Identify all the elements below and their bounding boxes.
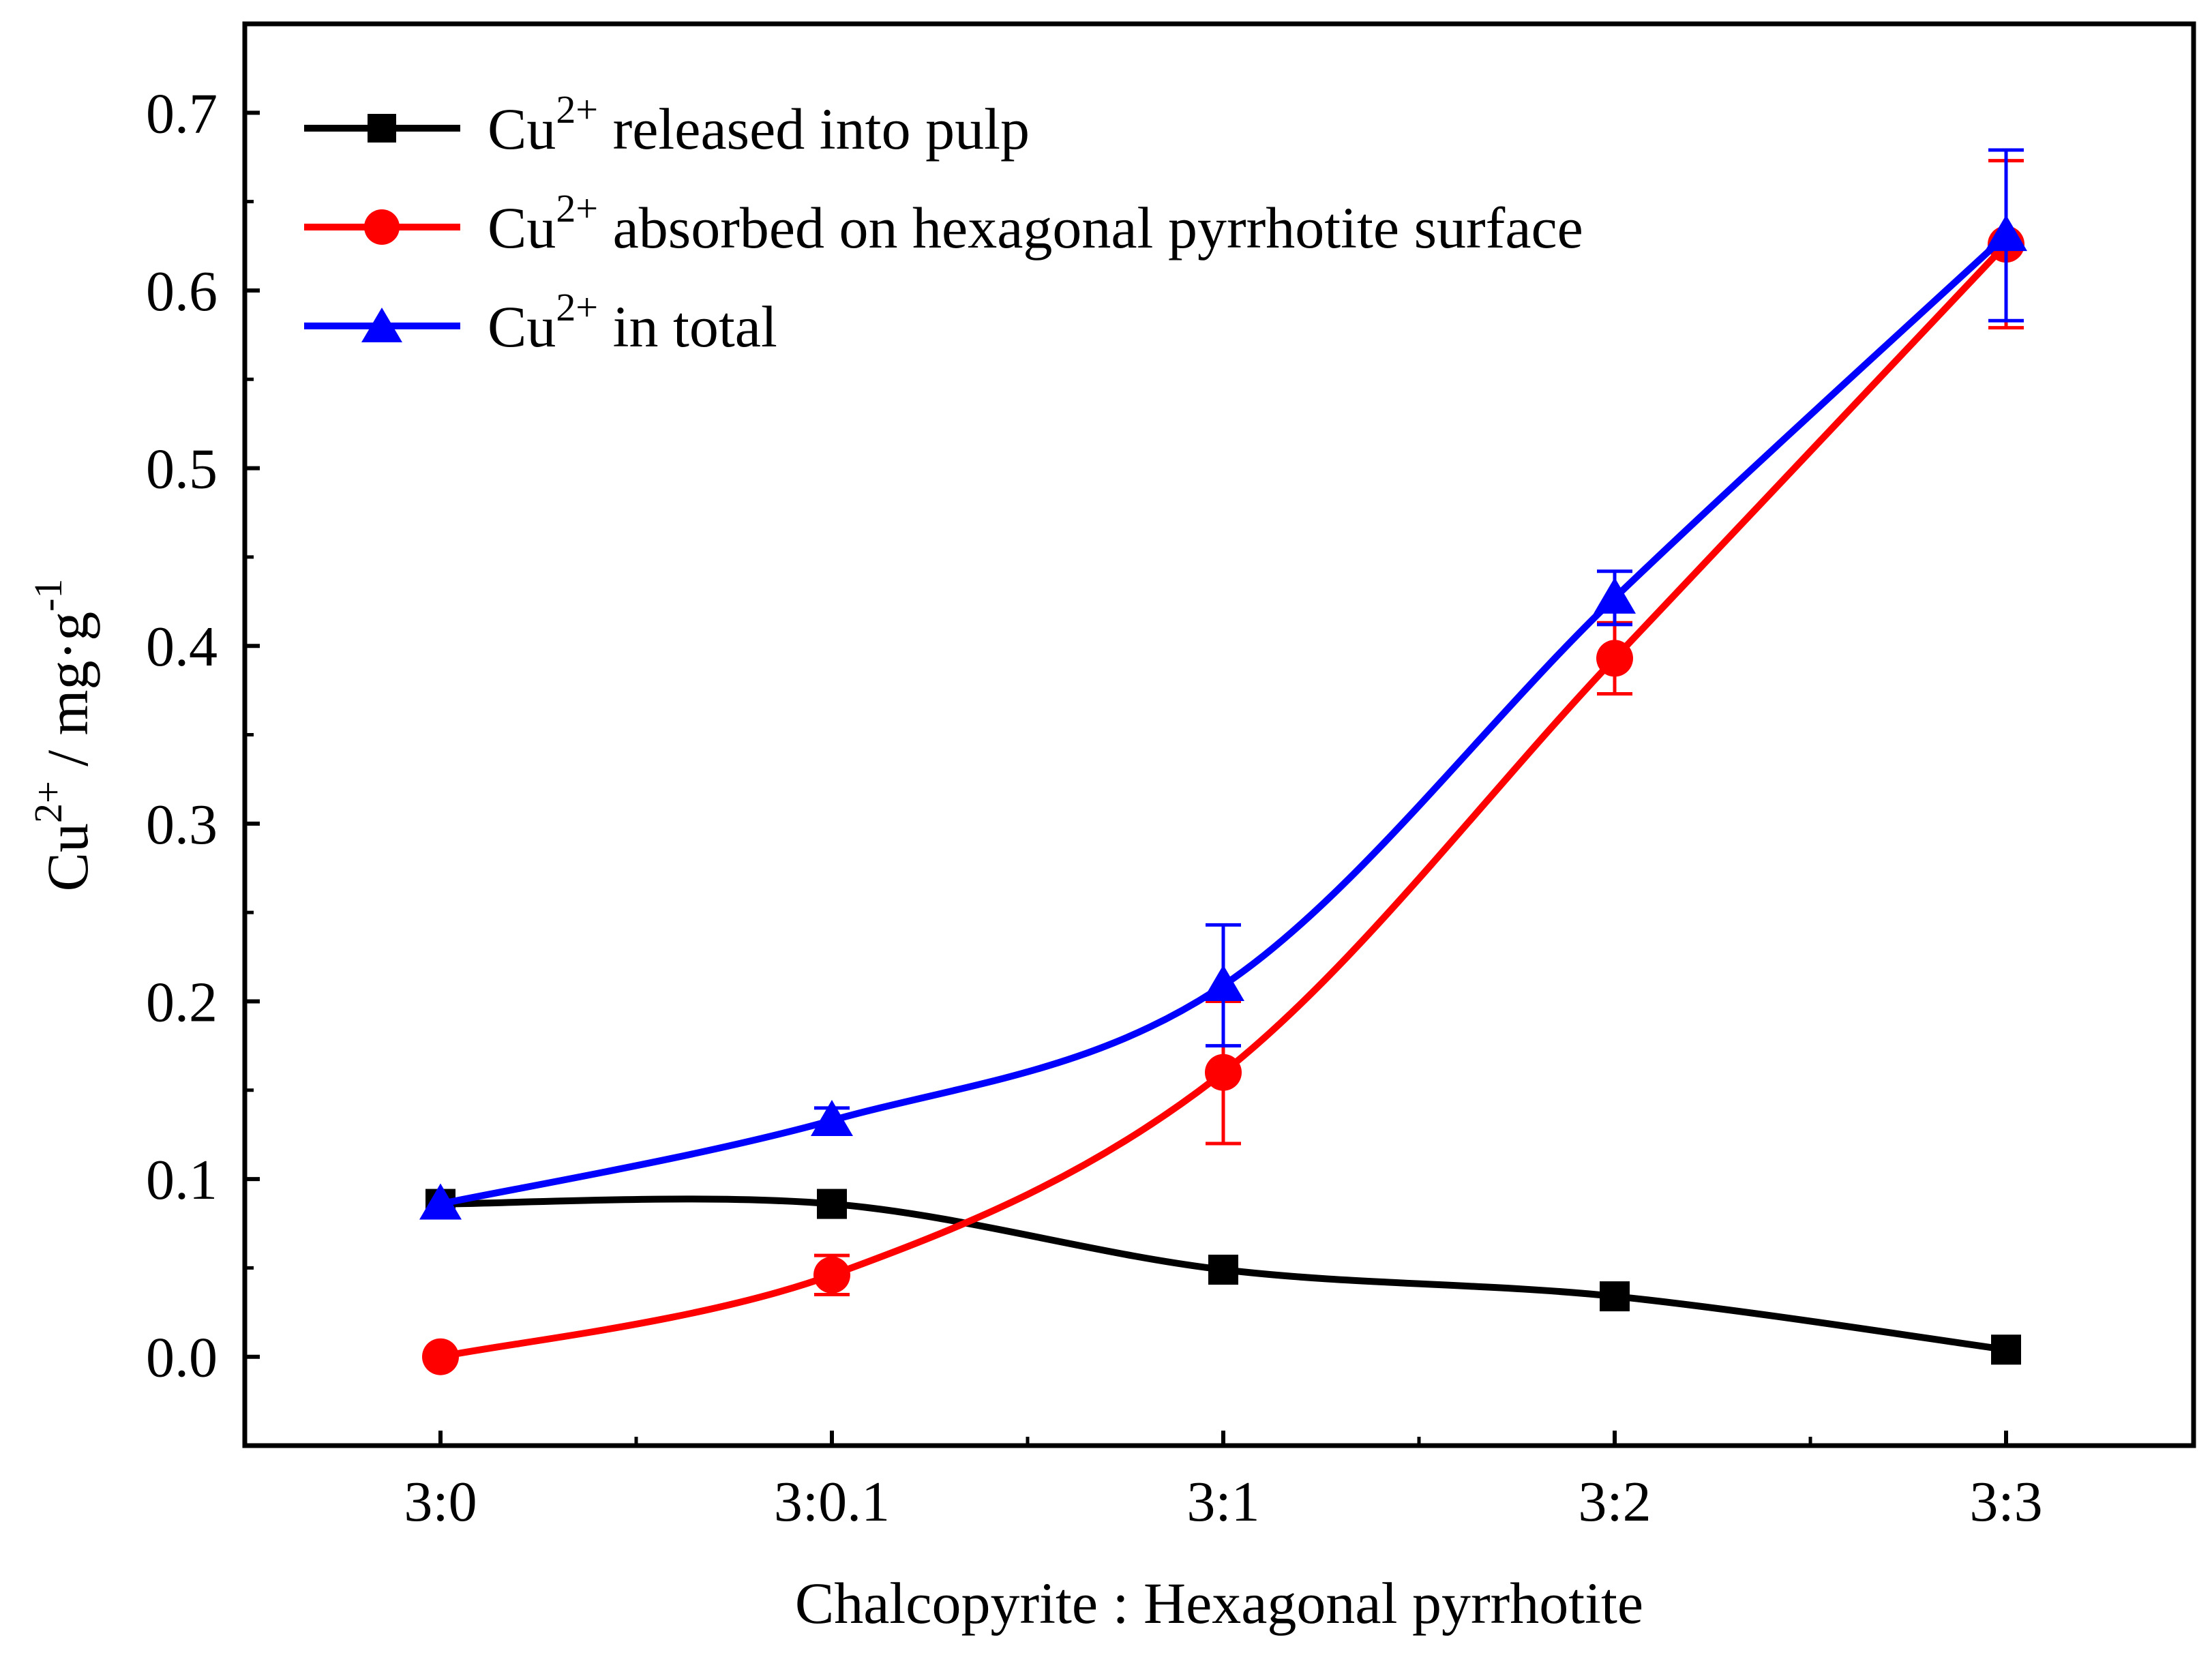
y-axis-title-unit: / mg·g	[35, 612, 100, 781]
data-point-circle	[813, 1256, 850, 1294]
y-tick-label: 0.3	[146, 793, 218, 856]
legend-entry-absorbed: Cu2+ absorbed on hexagonal pyrrhotite su…	[304, 186, 1583, 260]
legend-marker-circle	[364, 209, 400, 245]
data-point-triangle	[1202, 964, 1244, 1001]
data-point-square	[1208, 1254, 1238, 1285]
data-point-circle	[422, 1338, 459, 1375]
legend-label-absorbed: Cu2+ absorbed on hexagonal pyrrhotite su…	[488, 186, 1583, 260]
y-tick-label: 0.4	[146, 615, 218, 678]
x-tick-labels: 3:0 3:0.1 3:1 3:2 3:3	[404, 1470, 2042, 1534]
y-tick-labels: 0.0 0.1 0.2 0.3 0.4 0.5 0.6 0.7	[146, 82, 218, 1389]
data-point-triangle	[811, 1100, 853, 1137]
data-point-square	[1991, 1334, 2021, 1365]
series-square	[425, 1189, 2021, 1365]
y-tick-label: 0.0	[146, 1326, 218, 1390]
legend-marker-square	[368, 114, 396, 143]
legend-entry-total: Cu2+ in total	[304, 285, 777, 359]
series-triangle	[419, 148, 2027, 1220]
x-tick-label: 3:0	[404, 1470, 477, 1534]
series-circle	[422, 159, 2024, 1375]
legend-label-total: Cu2+ in total	[488, 285, 777, 359]
legend-marker-triangle	[361, 308, 402, 342]
axis-ticks	[245, 22, 2008, 1448]
x-axis-title: Chalcopyrite : Hexagonal pyrrhotite	[795, 1570, 1643, 1636]
legend-label-released: Cu2+ released into pulp	[488, 87, 1030, 162]
y-axis-title-sup: 2+	[26, 781, 70, 823]
series-line	[439, 233, 2009, 1208]
data-point-circle	[1205, 1054, 1242, 1091]
data-point-triangle	[419, 1183, 462, 1220]
x-tick-label: 3:2	[1578, 1470, 1651, 1534]
y-axis-title-base: Cu	[35, 823, 100, 891]
y-tick-label: 0.5	[146, 438, 218, 501]
y-tick-label: 0.2	[146, 970, 218, 1034]
series-layer	[419, 148, 2027, 1375]
legend-entry-released: Cu2+ released into pulp	[304, 87, 1030, 162]
data-point-square	[817, 1189, 847, 1219]
y-axis-title: Cu2+ / mg·g-1	[26, 579, 100, 892]
data-point-triangle	[1985, 215, 2027, 252]
x-tick-label: 3:1	[1186, 1470, 1259, 1534]
series-line	[439, 241, 2009, 1360]
data-point-square	[1600, 1281, 1630, 1312]
x-tick-label: 3:0.1	[774, 1470, 890, 1534]
legend: Cu2+ released into pulp Cu2+ absorbed on…	[304, 87, 1583, 359]
y-axis-title-unit-sup: -1	[26, 579, 70, 612]
y-tick-label: 0.1	[146, 1148, 218, 1212]
y-tick-label: 0.7	[146, 82, 218, 145]
y-tick-label: 0.6	[146, 260, 218, 323]
x-tick-label: 3:3	[1969, 1470, 2042, 1534]
data-point-triangle	[1594, 577, 1636, 614]
data-point-circle	[1596, 640, 1633, 677]
